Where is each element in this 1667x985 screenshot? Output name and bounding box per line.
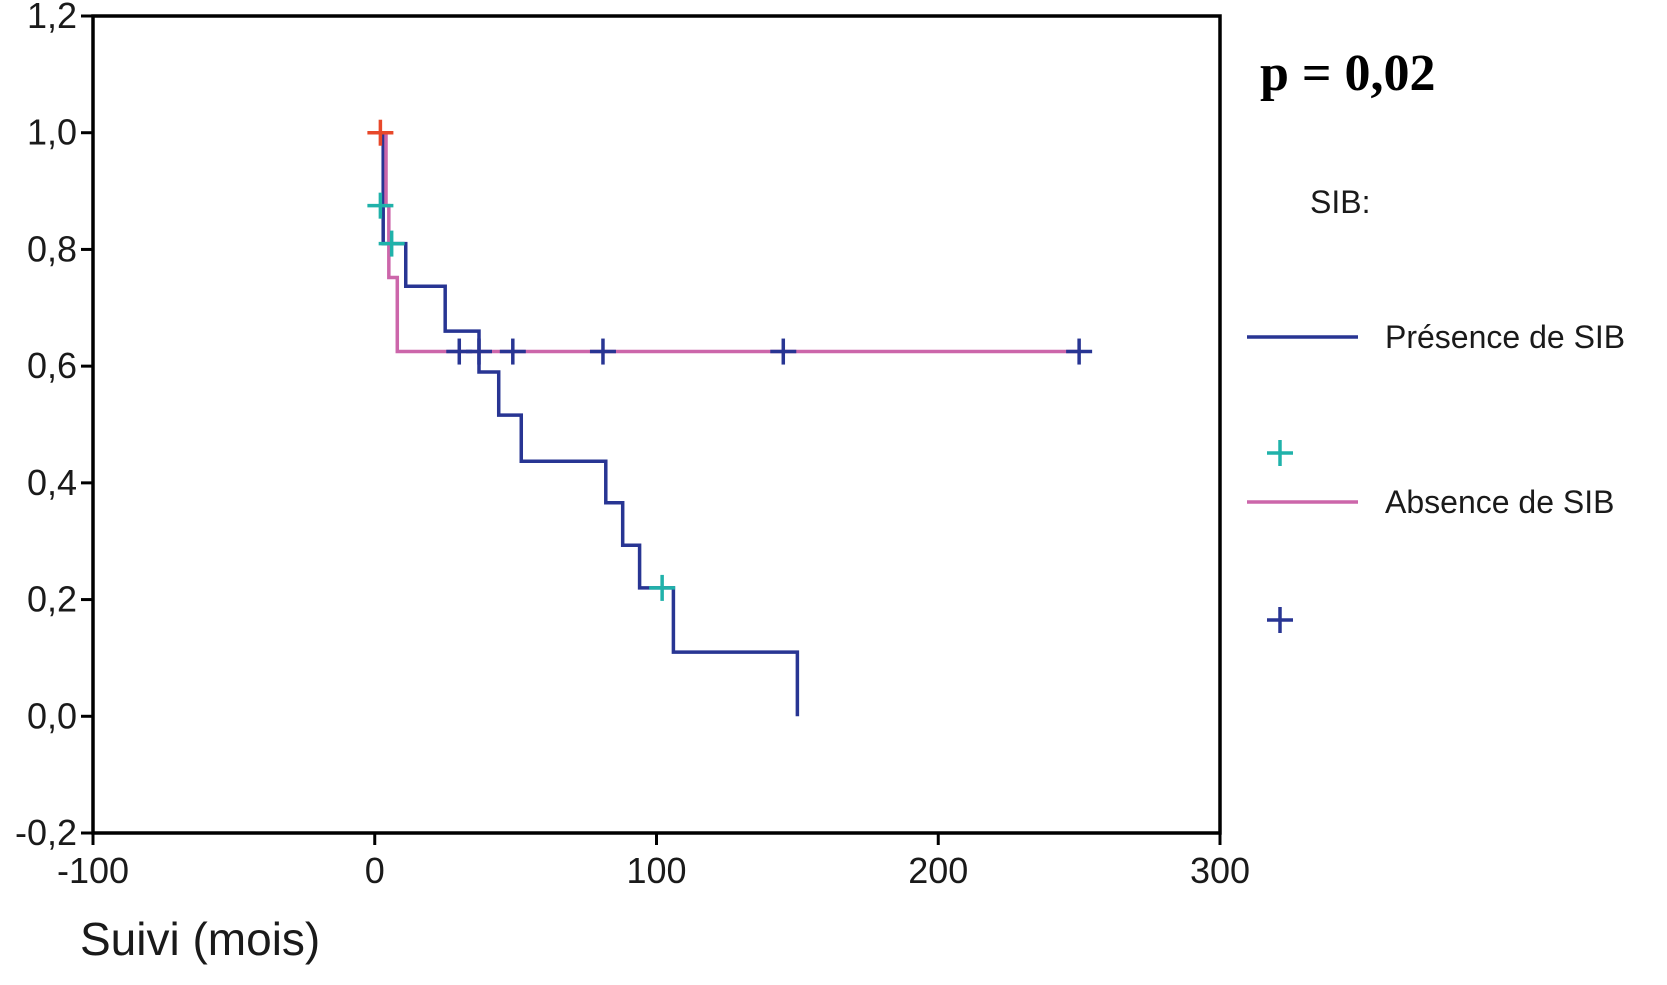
x-tick-label: 300 [1190,850,1250,891]
x-tick-label: 100 [626,850,686,891]
censor-marker-presence [367,192,394,219]
p-value-annotation: p = 0,02 [1260,45,1436,102]
start-marker [367,119,394,146]
y-tick-label: 1,0 [27,112,77,153]
series-absence-de-sib [380,130,1080,354]
censor-marker-absence [589,338,616,365]
x-tick-label: 200 [908,850,968,891]
censor-marker-presence [378,230,405,257]
censor-marker-absence [1066,338,1093,365]
y-tick-label: 0,8 [27,228,77,269]
censor-marker-presence [649,574,676,601]
censor-marker-absence [770,338,797,365]
y-tick-label: 1,2 [27,0,77,36]
y-tick-label: 0,2 [27,579,77,620]
legend-censor-marker [1267,607,1293,633]
x-tick-label: 0 [365,850,385,891]
y-tick-label: 0,4 [27,462,77,503]
y-tick-label: -0,2 [15,812,77,853]
legend-label: Présence de SIB [1385,319,1625,355]
x-axis-title: Suivi (mois) [80,913,320,965]
legend-label: Absence de SIB [1385,484,1614,520]
legend-censor-marker [1267,440,1293,466]
y-tick-label: 0,6 [27,345,77,386]
y-tick-label: 0,0 [27,695,77,736]
censor-marker-absence [465,338,492,365]
x-tick-label: -100 [57,850,129,891]
censor-marker-absence [499,338,526,365]
legend-title: SIB: [1310,184,1370,220]
plot-frame [91,14,1222,835]
series-presence-de-sib [380,130,800,717]
